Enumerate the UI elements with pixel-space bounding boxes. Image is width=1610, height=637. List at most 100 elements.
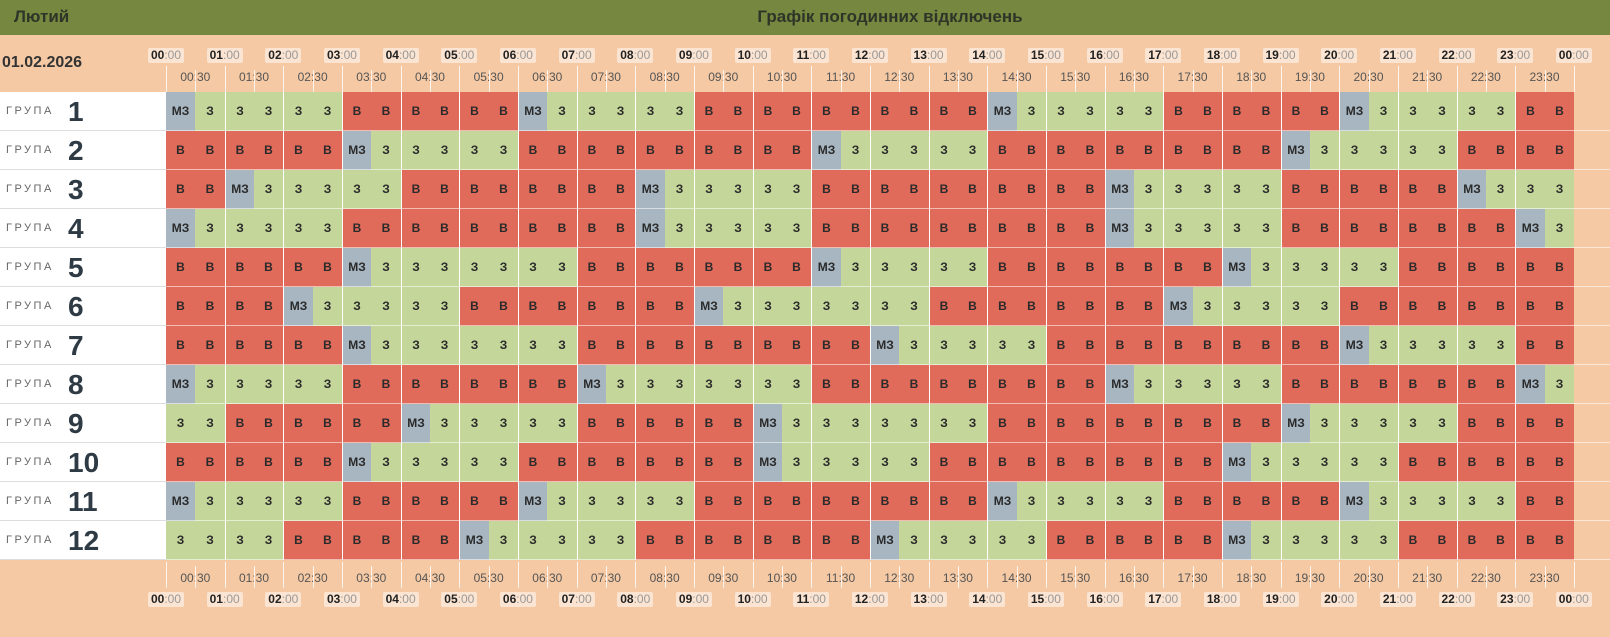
time-tick (1339, 66, 1341, 92)
hour-label: 00:00 (1555, 592, 1592, 607)
group-number: 6 (68, 291, 84, 322)
row-divider (166, 325, 1610, 326)
schedule-cell: В (1105, 521, 1134, 560)
schedule-cell: З (811, 404, 841, 443)
schedule-cell: В (1134, 521, 1163, 560)
schedule-cell: В (489, 170, 518, 209)
schedule-cell: З (665, 209, 694, 248)
schedule-cell: В (694, 326, 723, 365)
row-divider (166, 286, 1610, 287)
schedule-cell: МЗ (166, 209, 195, 248)
schedule-cell: З (1105, 92, 1134, 131)
schedule-cell: МЗ (1105, 209, 1134, 248)
hour-label: 18:00 (1203, 48, 1240, 63)
schedule-cell: В (987, 404, 1017, 443)
schedule-cell: В (577, 170, 606, 209)
schedule-cell: В (841, 326, 870, 365)
schedule-cell: МЗ (753, 404, 782, 443)
time-tick (781, 70, 783, 92)
schedule-cell: В (1222, 482, 1251, 521)
schedule-cell: З (518, 521, 547, 560)
schedule-cell: З (870, 404, 899, 443)
hour-label: 19:00 (1262, 592, 1299, 607)
schedule-cell: В (929, 443, 958, 482)
time-tick (1045, 562, 1047, 588)
schedule-cell: З (870, 287, 899, 326)
hour-label: 16:00 (1086, 48, 1123, 63)
schedule-cell: З (1339, 521, 1369, 560)
schedule-cell: З (606, 92, 635, 131)
hour-label: 04:00 (382, 48, 419, 63)
schedule-cell: В (1310, 365, 1339, 404)
schedule-cell: В (283, 131, 313, 170)
time-tick (928, 66, 930, 92)
schedule-cell: В (1163, 248, 1193, 287)
schedule-cell: В (1046, 248, 1075, 287)
schedule-cell: В (489, 365, 518, 404)
schedule-cell: В (342, 482, 371, 521)
schedule-cell: З (283, 92, 313, 131)
schedule-cell: З (1281, 443, 1310, 482)
time-tick (693, 562, 695, 588)
schedule-cell: МЗ (1222, 248, 1251, 287)
schedule-cell: МЗ (1105, 365, 1134, 404)
schedule-cell: В (195, 131, 225, 170)
schedule-cell: З (782, 443, 811, 482)
schedule-cell: В (518, 170, 547, 209)
time-tick (605, 70, 607, 92)
schedule-cell: З (635, 92, 665, 131)
group-label: ГРУПА 2 (0, 131, 166, 170)
schedule-cell: З (929, 248, 958, 287)
schedule-cell: МЗ (1105, 170, 1134, 209)
schedule-cell: З (899, 521, 929, 560)
schedule-cell: В (1545, 326, 1574, 365)
schedule-cell: З (313, 482, 342, 521)
schedule-cell: З (1427, 326, 1457, 365)
schedule-cell: В (1398, 521, 1427, 560)
schedule-cell: В (811, 209, 841, 248)
schedule-cell: В (899, 92, 929, 131)
schedule-cell: В (371, 365, 401, 404)
schedule-cell: В (195, 326, 225, 365)
schedule-cell: МЗ (870, 521, 899, 560)
schedule-cell: З (899, 443, 929, 482)
schedule-cell: З (1427, 404, 1457, 443)
schedule-cell: В (958, 482, 987, 521)
schedule-cell: В (753, 326, 782, 365)
schedule-cell: З (1310, 131, 1339, 170)
schedule-cell: В (1105, 131, 1134, 170)
group-label: ГРУПА 12 (0, 521, 166, 560)
schedule-cell: З (254, 365, 283, 404)
hour-label: 12:00 (851, 592, 888, 607)
schedule-cell: В (1075, 131, 1105, 170)
schedule-cell: З (782, 209, 811, 248)
schedule-cell: В (958, 209, 987, 248)
schedule-cell: В (225, 404, 254, 443)
schedule-cell: В (1046, 287, 1075, 326)
hour-label: 21:00 (1379, 592, 1416, 607)
schedule-cell: В (841, 365, 870, 404)
schedule-cell: З (958, 131, 987, 170)
schedule-cell: В (518, 131, 547, 170)
schedule-cell: В (635, 443, 665, 482)
schedule-cell: З (283, 170, 313, 209)
schedule-cell: В (723, 404, 753, 443)
schedule-cell: В (1163, 326, 1193, 365)
schedule-cell: В (899, 482, 929, 521)
group-number: 8 (68, 369, 84, 400)
group-number: 10 (68, 447, 100, 478)
schedule-cell: З (753, 170, 782, 209)
schedule-cell: З (1486, 326, 1515, 365)
schedule-cell: В (929, 170, 958, 209)
hour-label: 16:00 (1086, 592, 1123, 607)
time-tick (1280, 66, 1282, 92)
time-tick (1280, 562, 1282, 588)
schedule-cell: З (225, 209, 254, 248)
schedule-cell: В (1281, 92, 1310, 131)
schedule-cell: МЗ (283, 287, 313, 326)
schedule-cell: З (401, 248, 430, 287)
schedule-cell: З (547, 482, 577, 521)
time-tick (459, 562, 461, 588)
schedule-cell: В (342, 404, 371, 443)
schedule-cell: З (606, 521, 635, 560)
